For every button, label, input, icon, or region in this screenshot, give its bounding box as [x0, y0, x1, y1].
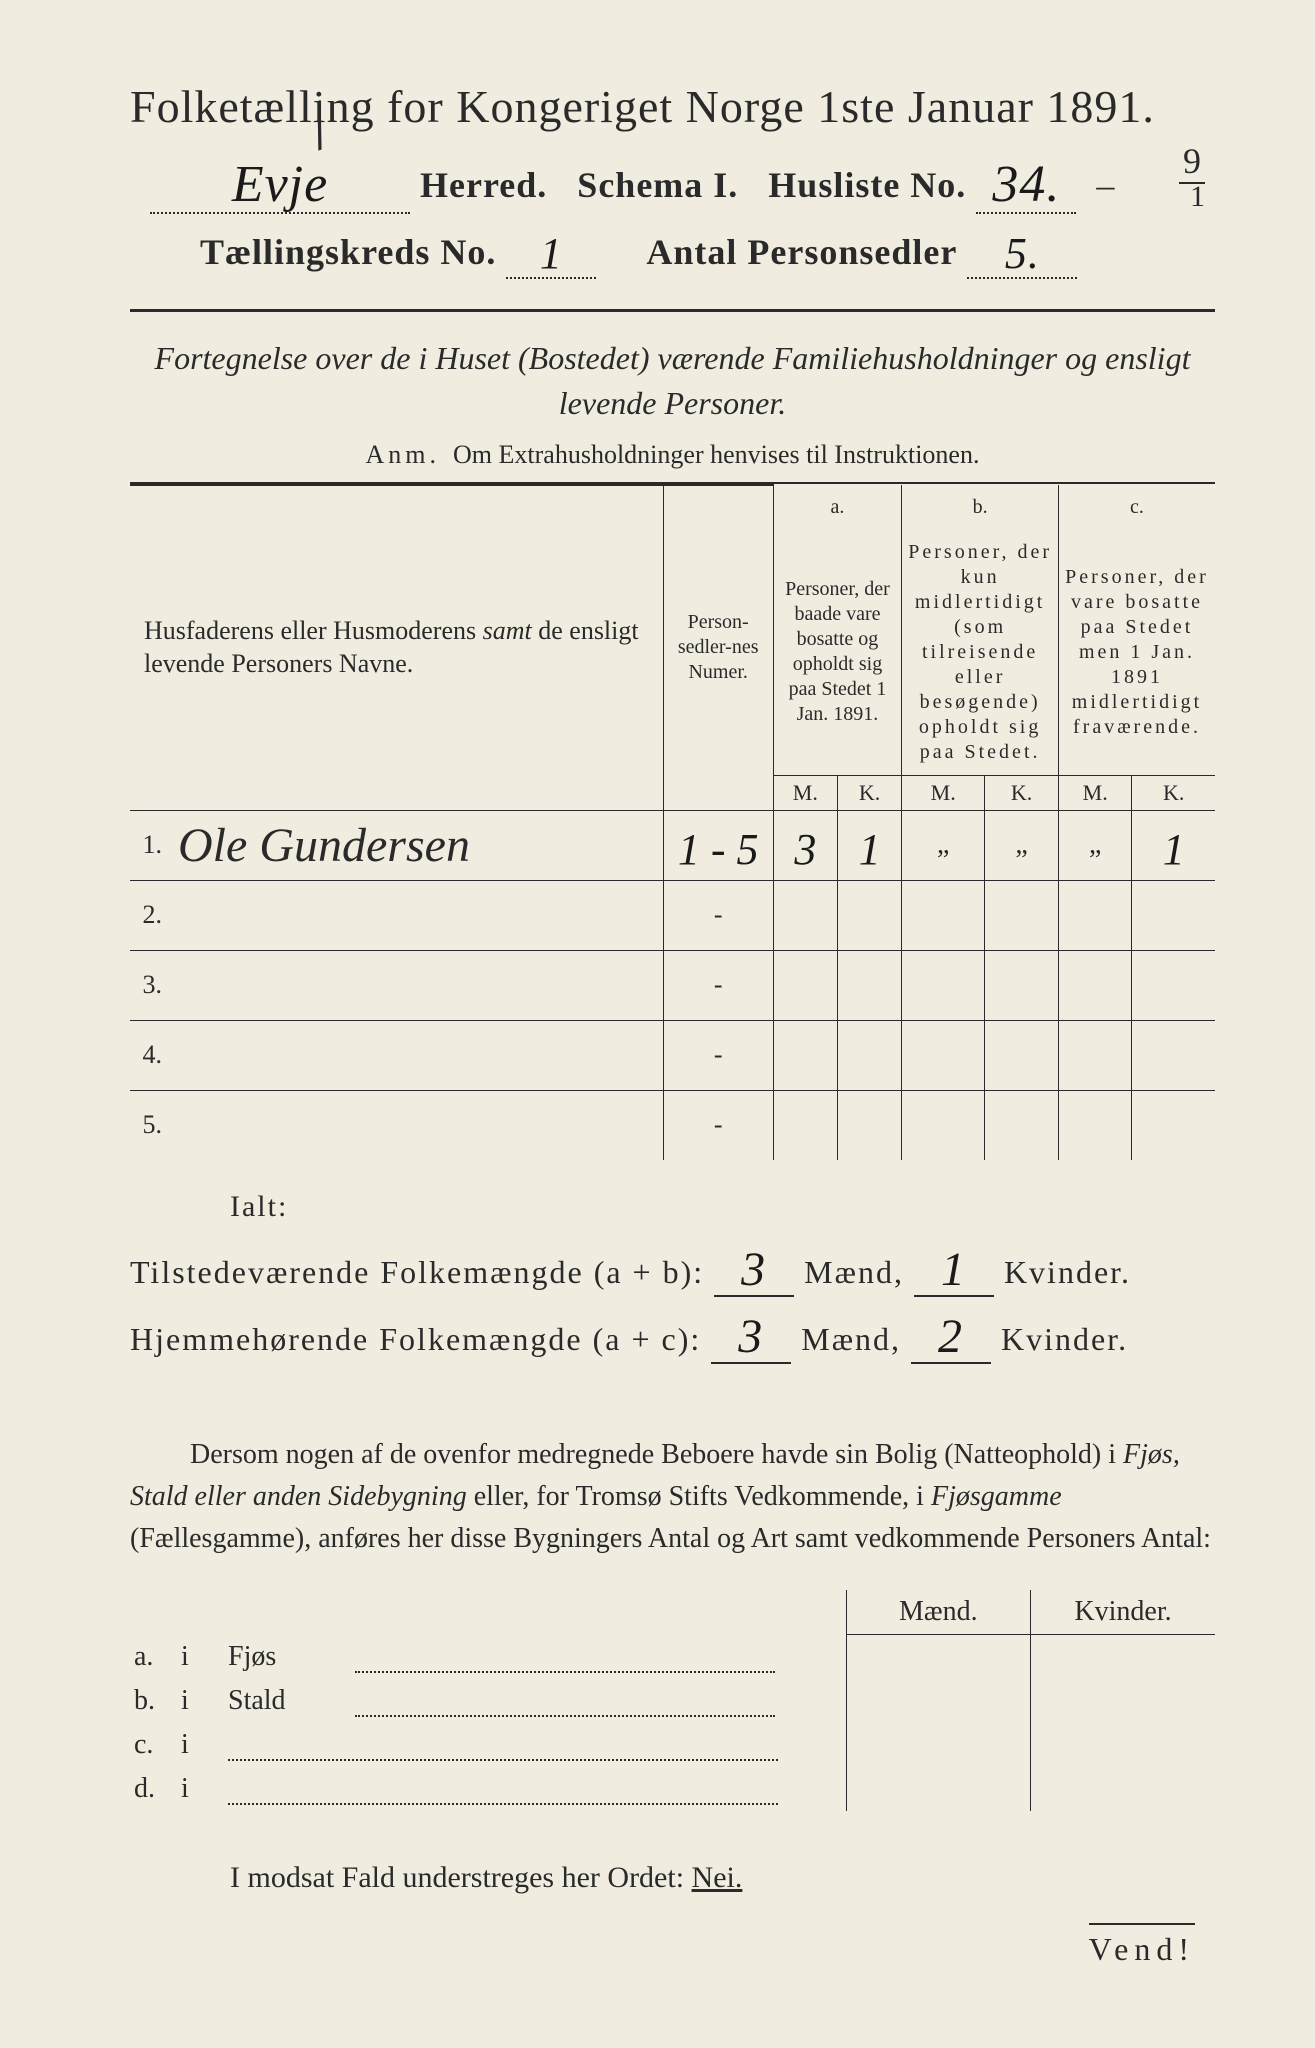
row-number: 2.	[130, 880, 170, 950]
byg-i: i	[181, 1773, 221, 1805]
sum1-m: 3	[741, 1243, 767, 1296]
maend-label: Mænd,	[801, 1321, 901, 1357]
row-number: 3.	[130, 950, 170, 1020]
kvinder-label: Kvinder.	[1004, 1254, 1131, 1290]
corner-fraction-bottom: 1	[1190, 180, 1205, 214]
sum-present: Tilstedeværende Folkemængde (a + b): 3 M…	[130, 1240, 1215, 1297]
antal-value: 5.	[1005, 229, 1040, 278]
anm-label: Anm.	[366, 440, 441, 469]
byg-letter: b.	[134, 1685, 174, 1717]
husliste-value: 34.	[992, 156, 1060, 213]
table-row: 4. -	[130, 1020, 1215, 1090]
census-form-page: / Folketælling for Kongeriget Norge 1ste…	[0, 0, 1315, 2048]
col-a-text: Personer, der baade vare bosatte og opho…	[773, 530, 902, 776]
nei-text: I modsat Fald understreges her Ordet:	[230, 1861, 684, 1894]
row-name-cell	[170, 950, 663, 1020]
anm-text: Om Extrahusholdninger henvises til Instr…	[453, 440, 979, 469]
byg-maend-header: Mænd.	[846, 1590, 1030, 1635]
divider	[130, 309, 1215, 312]
byg-i: i	[181, 1685, 221, 1717]
table-header-row1: Husfaderens eller Husmoderens samt de en…	[130, 485, 1215, 530]
sum2-label: Hjemmehørende Folkemængde (a + c):	[130, 1321, 701, 1357]
byg-letter: c.	[134, 1729, 174, 1761]
mk-a-m: M.	[773, 775, 837, 810]
col-c-text: Personer, der vare bosatte paa Stedet me…	[1058, 530, 1215, 776]
subtitle: Fortegnelse over de i Huset (Bostedet) v…	[130, 336, 1215, 426]
row-name-cell	[170, 1020, 663, 1090]
row-sedler: 1 - 5	[663, 810, 773, 880]
building-row: c. i	[130, 1723, 1215, 1767]
kreds-label: Tællingskreds No.	[200, 232, 496, 272]
vend-label: Vend!	[1089, 1923, 1195, 1968]
row-number: 1.	[130, 810, 170, 880]
row-sedler: -	[663, 1020, 773, 1090]
table-row: 5. -	[130, 1090, 1215, 1160]
form-title: Folketælling for Kongeriget Norge 1ste J…	[130, 80, 1215, 133]
kreds-value: 1	[540, 229, 563, 278]
row-number: 4.	[130, 1020, 170, 1090]
row-sedler: -	[663, 880, 773, 950]
nei-line: I modsat Fald understreges her Ordet: Ne…	[230, 1861, 1215, 1895]
col-sedler-header: Person-sedler-nes Numer.	[663, 485, 773, 811]
mk-a-k: K.	[837, 775, 901, 810]
building-paragraph: Dersom nogen af de ovenfor medregnede Be…	[130, 1434, 1215, 1560]
sum2-k: 2	[938, 1310, 964, 1363]
table-row: 3. -	[130, 950, 1215, 1020]
antal-label: Antal Personsedler	[646, 232, 957, 272]
building-row: d. i	[130, 1767, 1215, 1811]
row-name-cell: Ole Gundersen	[170, 810, 663, 880]
byg-i: i	[181, 1729, 221, 1761]
building-row: a. i Fjøs	[130, 1635, 1215, 1679]
sum-resident: Hjemmehørende Folkemængde (a + c): 3 Mæn…	[130, 1307, 1215, 1364]
byg-kvinder-header: Kvinder.	[1031, 1590, 1215, 1635]
mk-c-k: K.	[1132, 775, 1215, 810]
table-row: 1. Ole Gundersen 1 - 5 3 1 „ „ „ 1	[130, 810, 1215, 880]
sum2-m: 3	[738, 1310, 764, 1363]
row-a-m: 3	[773, 810, 837, 880]
building-table: Mænd. Kvinder. a. i Fjøs b. i Stald	[130, 1590, 1215, 1811]
row-b-k: „	[985, 810, 1059, 880]
byg-type: Fjøs	[228, 1641, 348, 1673]
mk-b-m: M.	[902, 775, 985, 810]
census-table: Husfaderens eller Husmoderens samt de en…	[130, 484, 1215, 1161]
ialt-label: Ialt:	[230, 1190, 1215, 1224]
row-number: 5.	[130, 1090, 170, 1160]
herred-value: Evje	[232, 156, 328, 213]
byg-i: i	[181, 1641, 221, 1673]
mk-b-k: K.	[985, 775, 1059, 810]
maend-label: Mænd,	[804, 1254, 904, 1290]
row-sedler: -	[663, 1090, 773, 1160]
corner-fraction-top: 9	[1179, 140, 1205, 184]
byg-type: Stald	[228, 1685, 348, 1717]
col-b-text: Personer, der kun midlertidigt (som tilr…	[902, 530, 1059, 776]
row-a-k: 1	[837, 810, 901, 880]
col-c-label: c.	[1058, 485, 1215, 530]
line-herred: Evje Herred. Schema I. Husliste No. 34. …	[150, 151, 1215, 214]
herred-label: Herred.	[420, 165, 547, 205]
mk-c-m: M.	[1058, 775, 1131, 810]
line-kreds: Tællingskreds No. 1 Antal Personsedler 5…	[200, 224, 1215, 279]
col-a-label: a.	[773, 485, 902, 530]
row-c-m: „	[1058, 810, 1131, 880]
row-name-cell	[170, 1090, 663, 1160]
sum1-k: 1	[941, 1243, 967, 1296]
sum1-label: Tilstedeværende Folkemængde (a + b):	[130, 1254, 704, 1290]
table-row: 2. -	[130, 880, 1215, 950]
row-sedler: -	[663, 950, 773, 1020]
col-b-label: b.	[902, 485, 1059, 530]
nei-word: Nei.	[692, 1861, 743, 1894]
person-name: Ole Gundersen	[178, 819, 470, 872]
kvinder-label: Kvinder.	[1001, 1321, 1128, 1357]
row-c-k: 1	[1132, 810, 1215, 880]
building-header: Mænd. Kvinder.	[130, 1590, 1215, 1635]
husliste-label: Husliste No.	[768, 165, 966, 205]
byg-letter: d.	[134, 1773, 174, 1805]
col-name-header: Husfaderens eller Husmoderens samt de en…	[130, 485, 663, 811]
byg-letter: a.	[134, 1641, 174, 1673]
row-b-m: „	[902, 810, 985, 880]
anm-line: Anm. Om Extrahusholdninger henvises til …	[130, 440, 1215, 470]
row-name-cell	[170, 880, 663, 950]
building-row: b. i Stald	[130, 1679, 1215, 1723]
schema-label: Schema I.	[577, 165, 738, 205]
